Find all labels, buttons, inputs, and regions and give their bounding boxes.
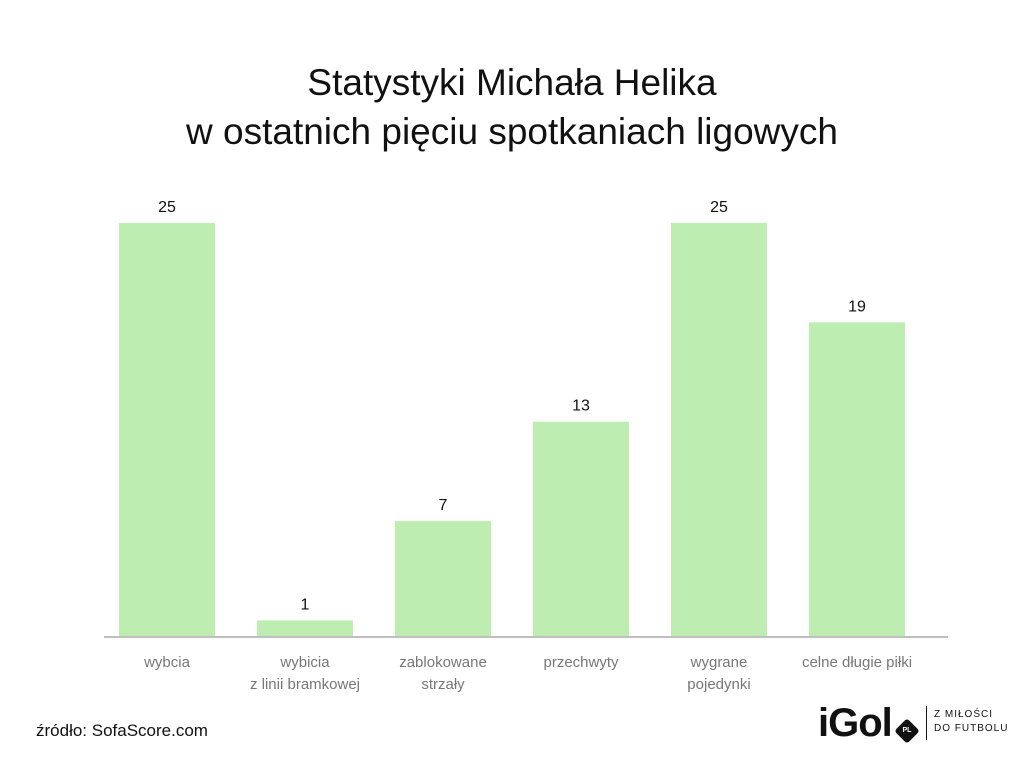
logo-tagline: Z MIŁOŚCI DO FUTBOLU (934, 708, 1008, 736)
bar-value-label-0: 25 (158, 199, 176, 216)
bar-0 (119, 223, 215, 637)
category-label-2: zablokowane strzały (399, 654, 487, 693)
bar-4 (671, 223, 767, 637)
logo-divider (926, 706, 927, 740)
category-label-1: wybicia z linii bramkowej (250, 654, 360, 693)
bar-5 (809, 322, 905, 637)
category-label-0: wybcia (143, 654, 191, 671)
bar-value-label-2: 7 (439, 497, 448, 514)
chart-title-line-1: Statystyki Michała Helika (307, 62, 717, 103)
bar-1 (257, 620, 353, 637)
logo-tagline-line-1: Z MIŁOŚCI (934, 709, 994, 720)
category-label-5: celne długie piłki (802, 654, 912, 671)
bar-2 (395, 521, 491, 637)
bar-chart: 25 wybcia 1 wybicia z linii bramkowej 7 zablok… (104, 199, 948, 693)
category-label-3: przechwyty (543, 654, 619, 671)
chart-title-line-2: w ostatnich pięciu spotkaniach ligowych (186, 111, 838, 152)
logo-badge-text: PL (902, 727, 912, 734)
source-note: źródło: SofaScore.com (36, 721, 208, 740)
bar-value-label-5: 19 (848, 298, 866, 315)
chart-title: Statystyki Michała Helika w ostatnich pi… (0, 58, 1024, 156)
igol-logo: iGol PL Z MIŁOŚCI DO FUTBOLU (818, 700, 1007, 748)
category-label-4: wygrane pojedynki (687, 654, 750, 693)
bar-3 (533, 421, 629, 637)
bar-value-label-3: 13 (572, 398, 590, 415)
logo-tagline-line-2: DO FUTBOLU (934, 723, 1009, 734)
logo-pl-badge: PL (894, 718, 920, 744)
bar-value-label-1: 1 (301, 596, 310, 613)
logo-wordmark: iGol (818, 701, 893, 745)
bar-value-label-4: 25 (710, 199, 728, 216)
